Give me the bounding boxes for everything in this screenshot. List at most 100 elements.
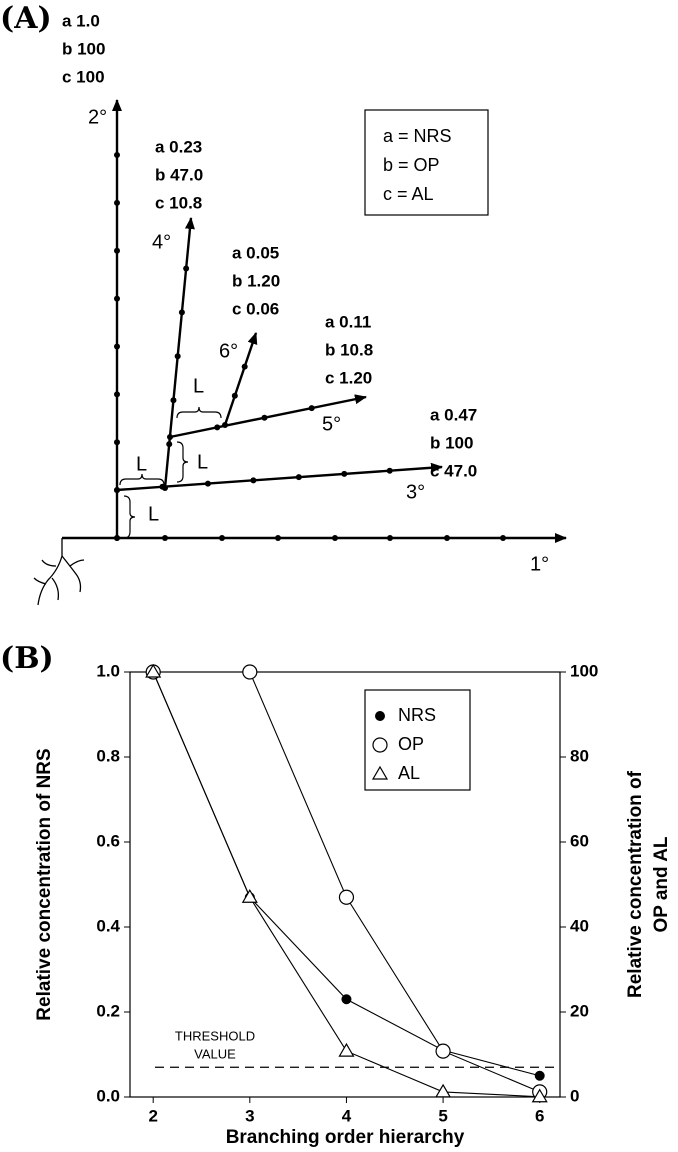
- node-dot: [444, 535, 450, 541]
- roots: [33, 538, 85, 606]
- y2-tick-label: 100: [570, 661, 598, 680]
- branch-axis: [169, 394, 367, 439]
- node-dot: [295, 474, 302, 481]
- node-dot: [162, 485, 168, 491]
- legend-label: AL: [398, 763, 420, 783]
- y-tick-label: 0.6: [96, 831, 120, 850]
- branch-value: b 47.0: [155, 165, 203, 184]
- y2-axis-label: OP and AL: [651, 836, 672, 932]
- node-dot: [250, 477, 257, 484]
- legend-label: OP: [398, 734, 424, 754]
- node-dot: [308, 405, 315, 412]
- node-dot: [170, 397, 177, 404]
- y2-tick-label: 80: [570, 746, 589, 765]
- node-dot: [219, 535, 225, 541]
- braces: [119, 406, 222, 539]
- point: [435, 1083, 452, 1098]
- branch-value: b 10.8: [325, 340, 373, 359]
- y-tick-label: 0.8: [96, 746, 120, 765]
- branch-value: a 0.23: [155, 137, 202, 156]
- branch-value: c 100: [62, 67, 105, 86]
- node-dot: [332, 535, 338, 541]
- point: [242, 664, 258, 680]
- node-dot: [204, 480, 211, 487]
- node-dot: [386, 467, 393, 474]
- x-tick-label: 5: [438, 1106, 447, 1125]
- point: [145, 663, 162, 678]
- x-axis-label: Branching order hierarchy: [226, 1127, 465, 1148]
- branch-value: b 1.20: [232, 271, 280, 290]
- y-tick-label: 0.2: [96, 1001, 120, 1020]
- panel-label: (B): [0, 641, 54, 676]
- y2-tick-label: 20: [570, 1001, 589, 1020]
- branch-axis: [163, 217, 195, 489]
- node-dot: [222, 422, 228, 428]
- node-dot: [241, 363, 248, 370]
- spacing-label: L: [148, 503, 159, 525]
- plot-frame: [129, 671, 561, 1098]
- point: [341, 994, 352, 1005]
- node-dot: [167, 434, 173, 440]
- x-tick-label: 3: [245, 1106, 254, 1125]
- node-dot: [114, 391, 120, 398]
- node-dot: [183, 265, 190, 272]
- branch-value: a 1.0: [62, 11, 100, 30]
- order-label: 3°: [406, 481, 425, 503]
- y-tick-label: 0.0: [96, 1086, 120, 1105]
- order-label: 6°: [219, 340, 238, 362]
- x-tick-label: 2: [148, 1106, 157, 1125]
- node-dot: [114, 199, 120, 206]
- point: [338, 889, 355, 905]
- node-dot: [114, 487, 120, 493]
- branch-value: a 0.11: [325, 312, 371, 331]
- series-line: [152, 671, 540, 1077]
- node-dot: [114, 343, 120, 350]
- panel-b: (B) 0.0 0.2 0.4 0.6 0.8 1.0 0 20 40 60 80 100 2 3 4 5 6 B…: [0, 641, 672, 1148]
- x-tick-label: 4: [342, 1106, 352, 1125]
- legend-text: c = AL: [383, 184, 434, 204]
- node-dot: [166, 441, 173, 448]
- point: [534, 1070, 545, 1081]
- node-dot: [114, 535, 120, 541]
- legend-text: a = NRS: [383, 126, 452, 146]
- order-label: 5°: [322, 413, 341, 435]
- point: [435, 1043, 451, 1059]
- node-dot: [162, 535, 168, 541]
- y2-tick-label: 40: [570, 916, 589, 935]
- legend-label: NRS: [398, 705, 436, 725]
- node-dot: [174, 353, 181, 360]
- node-dot: [114, 295, 120, 302]
- point: [338, 1042, 355, 1057]
- y2-tick-label: 0: [570, 1086, 579, 1105]
- node-dot: [261, 414, 268, 421]
- node-dot: [275, 535, 281, 541]
- branch-value: a 0.47: [430, 405, 477, 424]
- x-tick-label: 6: [535, 1106, 544, 1125]
- panel-a: (A) a = NRS b = OP c = AL L L L L 1° 2° a …: [0, 1, 567, 606]
- spacing-label: L: [197, 451, 208, 473]
- node-dot: [114, 439, 120, 446]
- y-axis-label: Relative concentration of NRS: [34, 748, 55, 1020]
- point: [531, 1088, 548, 1103]
- threshold-label: THRESHOLD: [175, 1028, 255, 1043]
- y-tick-label: 1.0: [96, 661, 120, 680]
- spacing-label: L: [136, 453, 147, 475]
- node-dot: [114, 152, 120, 159]
- point: [241, 889, 258, 903]
- node-dot: [178, 309, 185, 316]
- y2-axis-label: Relative concentration of: [625, 770, 646, 998]
- panel-label: (A): [0, 1, 52, 36]
- order-label: 2°: [88, 106, 107, 128]
- branch-value: a 0.05: [232, 243, 279, 262]
- branch-value: b 100: [62, 39, 105, 58]
- legend-text: b = OP: [383, 155, 440, 175]
- branch-value: c 1.20: [325, 368, 372, 387]
- legend-box: [364, 109, 489, 216]
- y-tick-label: 0.4: [96, 916, 120, 935]
- legend-marker: [372, 737, 388, 753]
- node-dot: [500, 535, 506, 541]
- node-dot: [114, 247, 120, 254]
- node-dot: [214, 424, 221, 431]
- order-label: 4°: [152, 231, 171, 253]
